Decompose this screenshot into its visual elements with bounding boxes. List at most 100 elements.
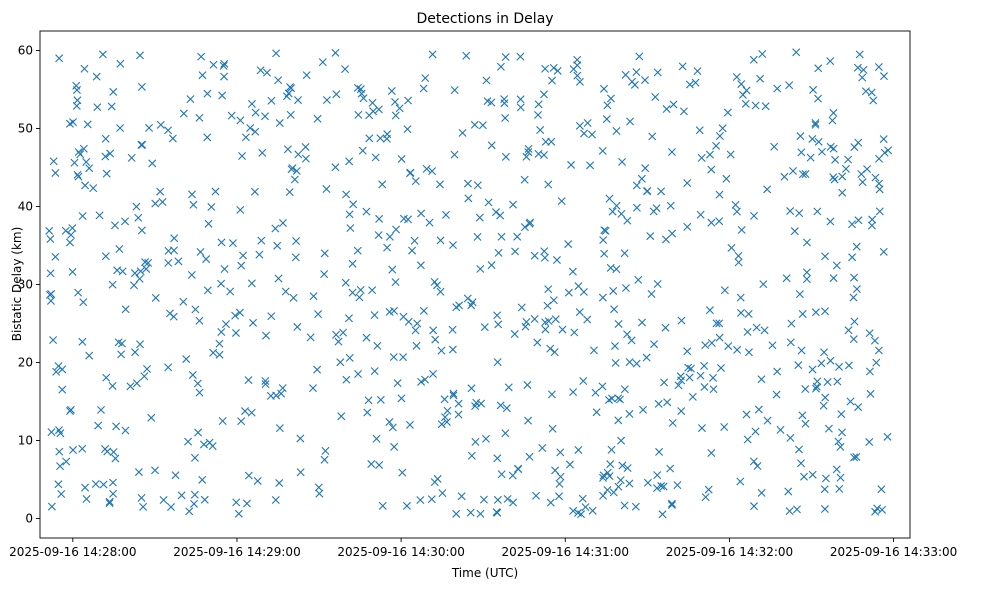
data-point [884, 146, 893, 155]
data-point [726, 150, 735, 159]
x-axis-label: Time (UTC) [451, 566, 518, 580]
data-point [811, 119, 820, 128]
data-point [638, 318, 647, 327]
data-point [501, 152, 510, 161]
data-point [56, 429, 65, 438]
data-point [869, 96, 878, 105]
data-point [786, 338, 795, 347]
data-point [824, 424, 833, 433]
data-point [631, 502, 640, 511]
data-point [56, 462, 65, 471]
data-point [569, 388, 578, 397]
data-point [850, 453, 859, 462]
data-point [684, 363, 693, 372]
data-point [704, 485, 713, 494]
data-point [609, 488, 618, 497]
data-point [427, 495, 436, 504]
data-point [159, 496, 168, 504]
data-point [750, 502, 759, 511]
data-point [255, 250, 264, 259]
data-point [388, 265, 397, 274]
data-point [865, 367, 874, 376]
data-point [285, 188, 294, 197]
data-point [655, 447, 664, 456]
data-point [349, 200, 358, 209]
data-point [823, 378, 832, 387]
data-point [852, 452, 861, 461]
data-point [868, 215, 877, 224]
data-point [606, 460, 615, 469]
data-point [578, 494, 587, 503]
y-tick-label: 10 [18, 434, 33, 448]
data-point [579, 376, 588, 385]
data-point [797, 346, 806, 355]
data-point [508, 471, 517, 480]
data-point [476, 264, 485, 273]
data-point [496, 62, 505, 71]
data-point [773, 367, 782, 376]
data-point [801, 419, 810, 428]
data-point [185, 507, 194, 516]
data-point [281, 287, 290, 296]
data-point [345, 157, 354, 166]
data-point [649, 207, 658, 216]
data-point [623, 216, 632, 225]
data-point [296, 434, 305, 443]
data-point [583, 119, 592, 127]
data-point [828, 116, 837, 125]
data-point [802, 268, 811, 277]
data-point [820, 307, 829, 316]
data-point [121, 217, 130, 226]
data-point [679, 107, 688, 116]
data-point [220, 264, 229, 273]
data-point [836, 473, 845, 482]
data-point [203, 133, 212, 142]
data-point [52, 367, 61, 376]
data-point [500, 95, 509, 104]
data-point [637, 174, 646, 183]
data-point [368, 98, 377, 107]
data-point [724, 342, 733, 351]
data-point [68, 224, 77, 233]
data-point [480, 323, 489, 332]
data-point [817, 359, 826, 368]
data-point [294, 96, 303, 105]
data-point [599, 236, 608, 245]
data-point [737, 225, 746, 234]
data-point [641, 164, 650, 173]
data-point [522, 152, 531, 161]
data-point [570, 328, 579, 337]
data-point [385, 232, 394, 241]
data-point [635, 52, 644, 61]
data-point [271, 224, 280, 233]
data-point [509, 200, 518, 209]
data-point [757, 375, 766, 384]
data-point [808, 134, 817, 143]
data-point [251, 127, 260, 136]
data-point [221, 320, 230, 329]
data-point [238, 152, 247, 161]
data-point [538, 444, 547, 453]
data-point [235, 308, 244, 317]
data-point [165, 309, 174, 318]
data-point [849, 293, 858, 302]
data-point [346, 224, 355, 233]
data-point [683, 222, 692, 231]
data-point [854, 403, 863, 412]
data-point [820, 485, 829, 494]
data-point [625, 409, 634, 418]
data-point [74, 288, 83, 297]
data-point [217, 328, 226, 336]
data-point [170, 234, 179, 243]
data-point [574, 508, 583, 517]
data-point [109, 489, 118, 498]
y-tick-label: 20 [18, 356, 33, 370]
data-point [855, 50, 864, 59]
data-point [440, 395, 449, 404]
data-point [186, 95, 195, 104]
data-point [261, 380, 270, 389]
data-point [464, 194, 473, 203]
data-point [600, 249, 609, 258]
data-point [117, 350, 126, 359]
